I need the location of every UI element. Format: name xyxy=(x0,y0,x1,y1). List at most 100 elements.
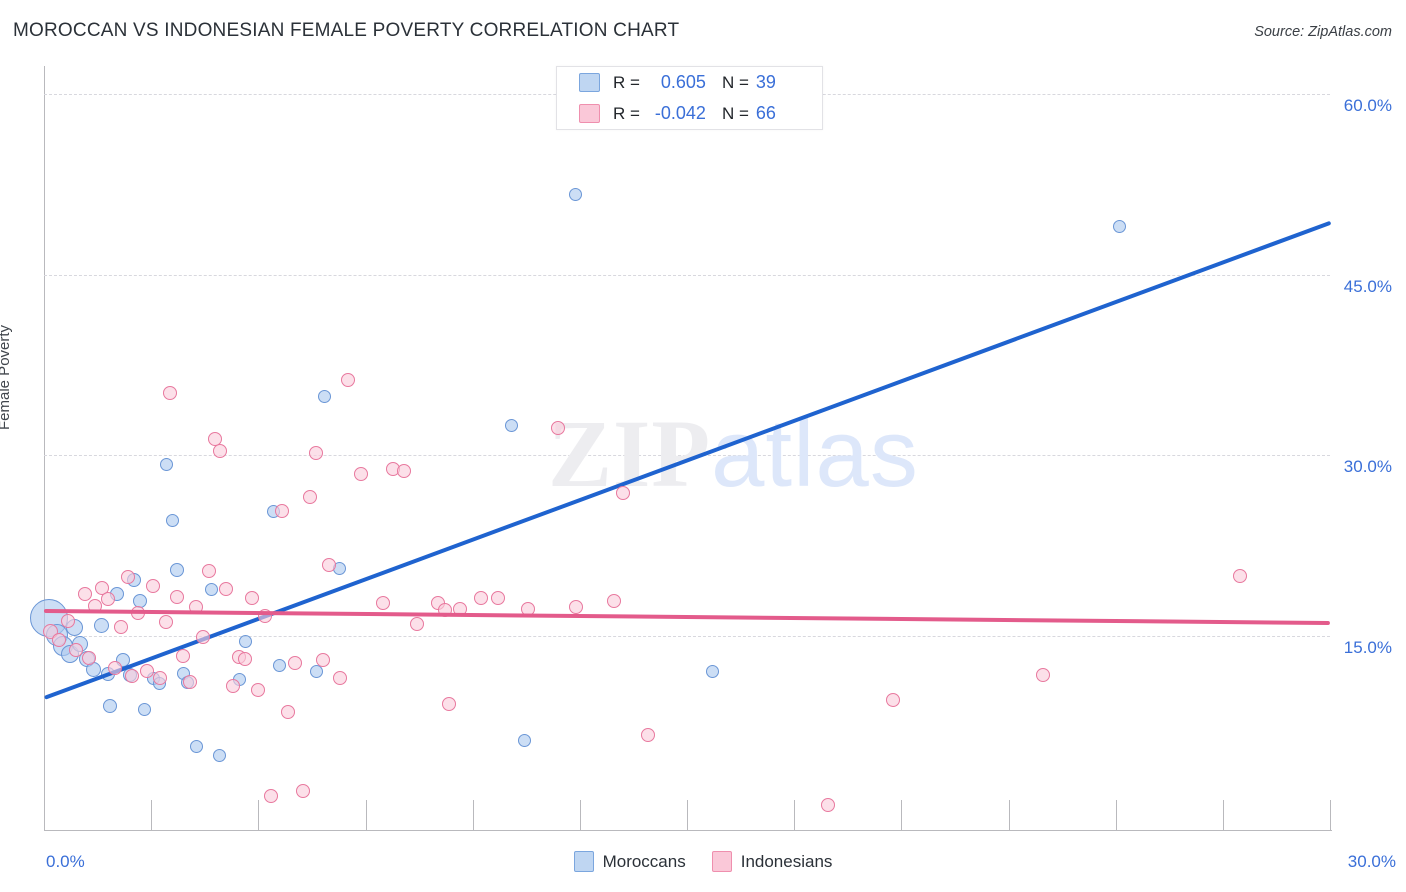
scatter-point-pink xyxy=(375,595,390,610)
scatter-point-blue xyxy=(318,390,332,404)
scatter-point-pink xyxy=(322,558,337,573)
scatter-point-pink xyxy=(107,660,122,675)
scatter-point-pink xyxy=(474,590,489,605)
scatter-point-pink xyxy=(302,489,317,504)
scatter-point-pink xyxy=(354,466,369,481)
scatter-point-pink xyxy=(251,683,266,698)
series-legend: Moroccans Indonesians xyxy=(0,851,1406,872)
scatter-point-blue xyxy=(273,658,287,672)
y-tick-label: 30.0% xyxy=(1343,457,1392,477)
legend-swatch-moroccans-icon xyxy=(573,851,594,872)
scatter-point-pink xyxy=(274,504,289,519)
x-tick-label-min: 0.0% xyxy=(46,852,85,871)
scatter-point-pink xyxy=(244,590,259,605)
scatter-point-pink xyxy=(124,668,139,683)
scatter-point-pink xyxy=(821,797,836,812)
scatter-point-blue xyxy=(504,419,518,433)
n-label-indonesians: N = xyxy=(721,103,749,123)
scatter-point-pink xyxy=(139,664,154,679)
scatter-point-pink xyxy=(615,486,630,501)
x-axis-tick xyxy=(1222,800,1224,830)
swatch-indonesians-icon xyxy=(579,104,600,123)
scatter-point-pink xyxy=(146,578,161,593)
x-axis-line xyxy=(44,830,1332,831)
scatter-point-blue xyxy=(309,664,323,678)
scatter-point-pink xyxy=(52,632,66,647)
scatter-point-pink xyxy=(1232,569,1247,584)
legend-label-moroccans: Moroccans xyxy=(602,851,686,871)
scatter-point-blue xyxy=(189,740,203,754)
x-axis-tick xyxy=(1330,800,1331,830)
r-label-moroccans: R = xyxy=(613,72,640,92)
scatter-point-blue xyxy=(706,664,720,678)
scatter-point-blue xyxy=(1113,219,1127,233)
x-axis-tick xyxy=(365,800,367,830)
scatter-point-blue xyxy=(517,734,531,748)
scatter-point-pink xyxy=(264,789,279,804)
swatch-moroccans-icon xyxy=(579,73,600,92)
n-label-moroccans: N = xyxy=(721,72,749,92)
legend-item-indonesians[interactable]: Indonesians xyxy=(711,851,833,872)
scatter-point-pink xyxy=(491,590,506,605)
legend-label-indonesians: Indonesians xyxy=(740,851,833,871)
x-axis-tick xyxy=(1008,800,1010,830)
x-axis-tick xyxy=(687,800,688,830)
scatter-point-pink xyxy=(202,564,217,579)
scatter-point-pink xyxy=(212,444,227,458)
gridline xyxy=(44,635,1330,637)
legend-item-moroccans[interactable]: Moroccans xyxy=(573,851,686,872)
gridline xyxy=(44,274,1330,276)
r-value-moroccans: 0.605 xyxy=(660,72,706,92)
x-axis-tick xyxy=(44,800,45,830)
scatter-point-blue xyxy=(166,514,180,528)
scatter-point-pink xyxy=(60,613,75,628)
x-axis-tick xyxy=(1115,800,1117,830)
scatter-point-pink xyxy=(219,582,234,597)
scatter-point-pink xyxy=(77,587,92,602)
scatter-point-pink xyxy=(641,727,656,742)
gridline xyxy=(44,455,1330,457)
scatter-point-pink xyxy=(82,650,96,665)
x-axis-tick xyxy=(794,800,796,830)
y-tick-label: 45.0% xyxy=(1343,276,1392,296)
scatter-point-pink xyxy=(114,619,129,634)
page-title: MOROCCAN VS INDONESIAN FEMALE POVERTY CO… xyxy=(13,20,680,41)
scatter-point-pink xyxy=(281,705,296,720)
scatter-point-pink xyxy=(176,648,191,663)
stats-row-moroccans: R = 0.605 N = 39 xyxy=(557,67,822,98)
x-axis-tick xyxy=(901,800,903,830)
scatter-point-pink xyxy=(225,678,240,693)
scatter-point-pink xyxy=(163,386,178,401)
y-tick-label: 60.0% xyxy=(1343,96,1392,116)
scatter-point-pink xyxy=(315,653,330,668)
scatter-point-pink xyxy=(885,693,900,708)
legend-swatch-indonesians-icon xyxy=(711,851,732,872)
y-tick-label: 15.0% xyxy=(1343,637,1392,657)
scatter-point-blue xyxy=(138,703,152,717)
x-axis-tick xyxy=(472,800,474,830)
scatter-point-pink xyxy=(397,464,412,479)
r-value-indonesians: -0.042 xyxy=(654,103,706,123)
scatter-point-pink xyxy=(101,591,116,606)
scatter-point-pink xyxy=(287,655,302,670)
scatter-point-pink xyxy=(69,642,84,657)
scatter-point-blue xyxy=(238,634,252,648)
scatter-point-pink xyxy=(120,570,135,585)
scatter-point-pink xyxy=(195,630,210,645)
scatter-point-blue xyxy=(169,563,184,578)
scatter-point-pink xyxy=(182,675,197,689)
n-value-moroccans: 39 xyxy=(755,72,776,92)
x-tick-label-max: 30.0% xyxy=(1347,852,1396,871)
scatter-point-pink xyxy=(551,421,566,436)
scatter-point-pink xyxy=(238,652,253,667)
r-label-indonesians: R = xyxy=(613,103,640,123)
scatter-point-blue xyxy=(103,699,118,714)
x-axis-tick xyxy=(258,800,260,830)
scatter-point-pink xyxy=(309,446,324,461)
correlation-stats-box: R = 0.605 N = 39 R = -0.042 N = 66 xyxy=(556,66,823,130)
scatter-point-pink xyxy=(607,594,622,609)
scatter-point-pink xyxy=(159,614,174,629)
y-axis-title: Female Poverty xyxy=(0,324,13,430)
source-attribution: Source: ZipAtlas.com xyxy=(1254,24,1392,40)
